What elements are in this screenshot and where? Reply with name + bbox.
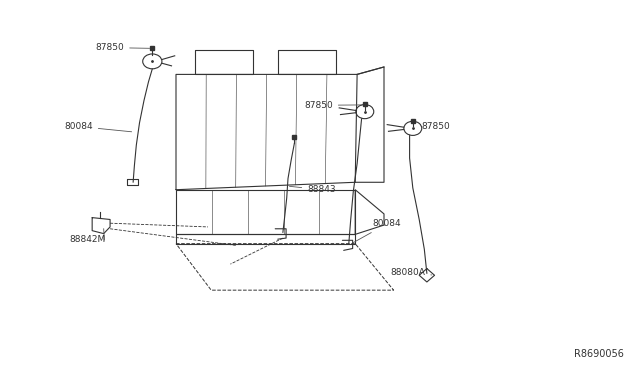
Text: 80084: 80084 [353,219,401,243]
Text: 80084: 80084 [64,122,132,132]
Text: 88843: 88843 [289,185,336,194]
Text: 88842M: 88842M [69,235,106,244]
Text: 87850: 87850 [415,122,450,131]
Text: 87850: 87850 [304,101,362,110]
Text: 88080A: 88080A [390,268,432,277]
Text: 87850: 87850 [95,43,150,52]
Text: R8690056: R8690056 [574,349,624,359]
